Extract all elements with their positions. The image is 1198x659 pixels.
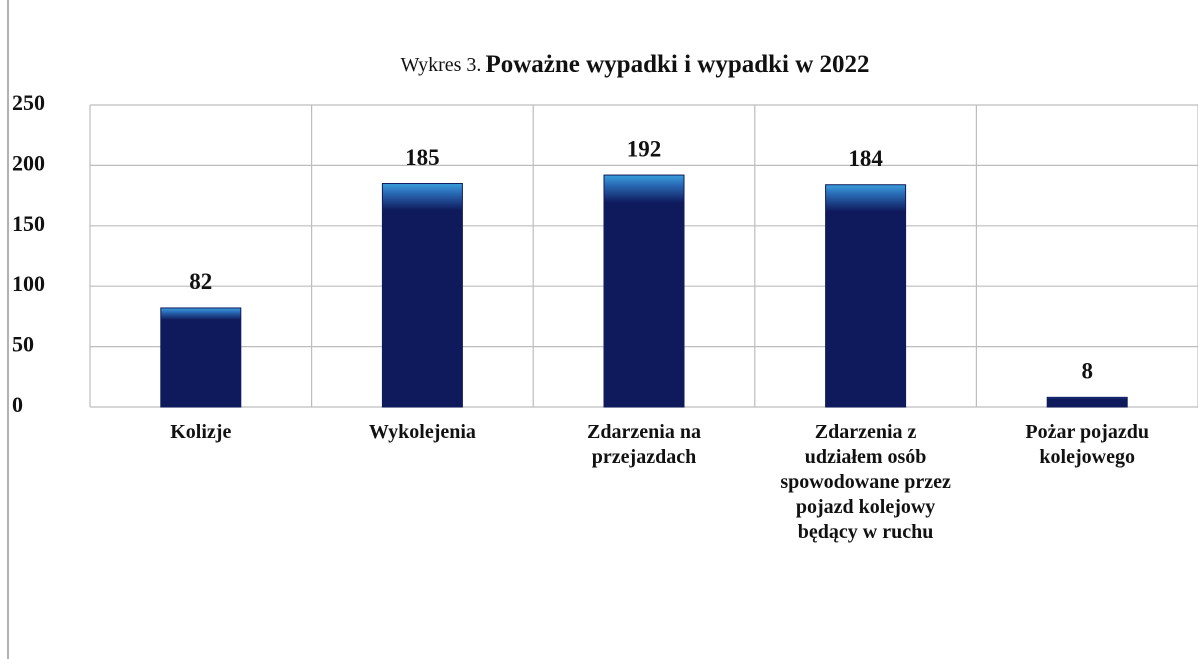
chart-title: Wykres 3. Poważne wypadki i wypadki w 20… (400, 51, 869, 78)
title-text: Poważne wypadki i wypadki w 2022 (485, 51, 869, 78)
title-label: Wykres 3. (400, 54, 481, 76)
data-label: 8 (1081, 359, 1093, 384)
y-tick-label: 150 (12, 211, 45, 236)
bar (825, 184, 907, 408)
x-tick-label: Zdarzenia na przejazdach (587, 421, 701, 468)
y-tick-label: 50 (12, 332, 34, 357)
bar (1046, 396, 1128, 408)
bar (160, 307, 242, 408)
bar (603, 174, 685, 408)
x-tick-label: Pożar pojazdu kolejowego (1025, 421, 1149, 468)
x-tick-label: Kolizje (170, 421, 232, 443)
data-label: 184 (848, 146, 883, 171)
y-tick-label: 100 (12, 271, 45, 296)
x-tick-label: Wykolejenia (368, 421, 476, 443)
data-label: 82 (189, 269, 212, 294)
x-tick-label: Zdarzenia z udziałem osób spowodowane pr… (780, 421, 951, 543)
data-label: 185 (405, 145, 440, 170)
y-tick-label: 250 (12, 90, 45, 115)
y-tick-label: 200 (12, 150, 45, 175)
bar (381, 183, 463, 408)
data-label: 192 (627, 136, 662, 161)
y-tick-label: 0 (12, 392, 23, 417)
